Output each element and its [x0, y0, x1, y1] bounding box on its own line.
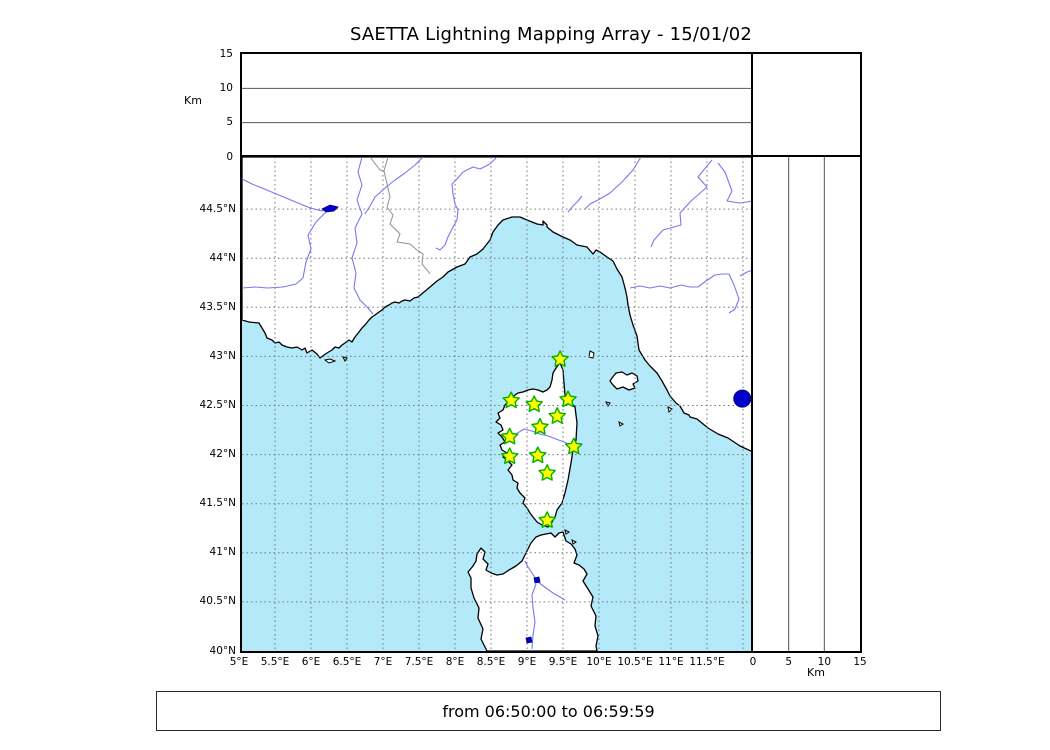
- km-axis-unit: Km: [807, 666, 825, 679]
- lon-tick-label: 6.5°E: [332, 656, 362, 668]
- lat-tick-label: 43.5°N: [199, 300, 236, 313]
- lat-tick-label: 43°N: [209, 349, 236, 362]
- lat-tick-label: 44.5°N: [199, 202, 236, 215]
- lon-tick-label: 10°E: [586, 656, 612, 668]
- river: [364, 156, 423, 214]
- river: [537, 581, 565, 600]
- lat-tick-label: 41.5°N: [199, 497, 236, 510]
- small-island: [587, 349, 595, 359]
- lma-station-marker: [528, 445, 547, 463]
- altitude-axis-unit: Km: [184, 94, 202, 107]
- mainland-coast: [241, 156, 753, 453]
- small-island: [323, 357, 336, 364]
- lon-tick-label: 5.5°E: [260, 656, 290, 668]
- lake: [320, 204, 339, 212]
- small-island: [604, 400, 611, 407]
- lon-tick-label: 11°E: [658, 656, 684, 668]
- time-range-label: from 06:50:00 to 06:59:59: [442, 701, 655, 721]
- small-island: [617, 420, 624, 427]
- small-island: [563, 528, 570, 535]
- small-island: [570, 538, 577, 545]
- lon-tick-label: 9.5°E: [548, 656, 578, 668]
- alt-tick-label: 10: [219, 81, 233, 94]
- lma-station-marker: [500, 446, 518, 464]
- lma-station-marker: [537, 463, 556, 481]
- lat-tick-label: 41°N: [209, 546, 236, 559]
- km-tick-label: 5: [785, 656, 792, 668]
- lat-tick-label: 44°N: [209, 251, 236, 264]
- small-island: [341, 355, 348, 362]
- lat-tick-label: 42°N: [209, 448, 236, 461]
- blue-lake-marker: [732, 389, 751, 408]
- km-tick-label: 10: [817, 656, 832, 668]
- lma-station-marker: [550, 349, 569, 367]
- river: [530, 583, 537, 649]
- lon-tick-label: 8.5°E: [476, 656, 506, 668]
- lon-tick-label: 8°E: [445, 656, 465, 668]
- lon-tick-label: 5°E: [229, 656, 249, 668]
- lon-tick-label: 7.5°E: [404, 656, 434, 668]
- elba-island: [608, 370, 639, 391]
- lma-stations: [500, 349, 583, 528]
- lma-station-marker: [500, 427, 518, 444]
- lat-tick-label: 40.5°N: [199, 595, 236, 608]
- river: [435, 156, 497, 251]
- corner-histogram-panel: [750, 51, 862, 159]
- river: [241, 211, 326, 289]
- lat-tick-label: 42.5°N: [199, 399, 236, 411]
- river: [717, 162, 753, 204]
- time-range-box: from 06:50:00 to 06:59:59: [156, 691, 941, 731]
- river: [629, 272, 740, 313]
- alt-tick-label: 15: [219, 47, 233, 60]
- lma-station-marker: [501, 390, 520, 408]
- alt-tick-label: 0: [226, 150, 233, 163]
- lma-station-marker: [537, 510, 556, 528]
- lon-tick-label: 11.5°E: [689, 656, 725, 668]
- km-tick-label: 0: [749, 656, 757, 668]
- lon-tick-label: 10.5°E: [617, 656, 653, 668]
- river: [350, 156, 373, 314]
- map-panel: [239, 154, 755, 653]
- lake: [533, 576, 540, 583]
- lma-station-marker: [530, 417, 549, 435]
- altitude-longitude-panel: [239, 51, 755, 159]
- lma-station-marker: [548, 406, 566, 424]
- figure-title: SAETTA Lightning Mapping Array - 15/01/0…: [349, 24, 753, 45]
- lat-tick-label: 40°N: [209, 644, 236, 657]
- alt-tick-label: 5: [226, 116, 233, 129]
- river: [567, 195, 582, 212]
- altitude-latitude-panel: [750, 154, 862, 653]
- lake: [525, 636, 532, 643]
- lma-station-marker: [564, 437, 583, 454]
- km-tick-label: 15: [853, 656, 867, 668]
- lma-station-marker: [558, 389, 577, 407]
- map-graticule: [241, 156, 753, 651]
- river: [241, 178, 328, 212]
- river: [649, 159, 712, 247]
- country-border: [382, 156, 430, 274]
- country-border: [369, 156, 384, 171]
- lon-tick-label: 9°E: [517, 656, 537, 668]
- lma-station-marker: [524, 394, 543, 412]
- lon-tick-label: 7°E: [373, 656, 393, 668]
- river: [584, 156, 641, 209]
- lon-tick-label: 6°E: [301, 656, 321, 668]
